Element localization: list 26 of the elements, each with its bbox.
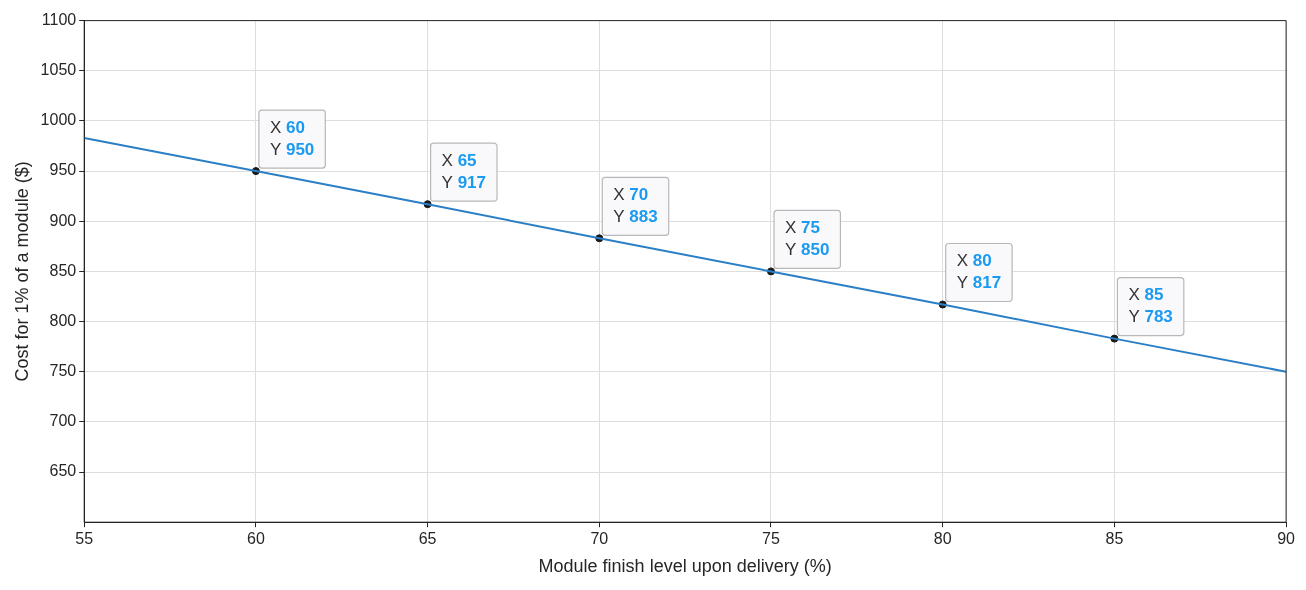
annotation: X 60 Y 950 xyxy=(269,117,315,159)
y-axis-title: Cost for 1% of a module ($) xyxy=(11,161,32,382)
x-axis-title: Module finish level upon delivery (%) xyxy=(538,556,832,577)
y-tick-label: 1100 xyxy=(41,11,77,29)
y-tick-label: 650 xyxy=(49,462,77,480)
y-tick-label: 800 xyxy=(49,311,77,329)
y-tick-label: 850 xyxy=(49,261,77,279)
annotation: X 80 Y 817 xyxy=(956,251,1002,293)
y-tick-label: 900 xyxy=(49,211,77,229)
y-tick-label: 1050 xyxy=(40,61,77,79)
x-tick-label: 85 xyxy=(1105,530,1124,548)
x-tick-label: 90 xyxy=(1277,530,1296,548)
annotation: X 75 Y 850 xyxy=(785,218,830,260)
x-tick-label: 55 xyxy=(75,530,94,548)
y-tick-label: 750 xyxy=(49,362,77,380)
x-tick-label: 60 xyxy=(247,530,265,548)
annotation: X 85 Y 783 xyxy=(1128,285,1173,327)
y-tick-label: 700 xyxy=(49,412,77,430)
x-tick-label: 65 xyxy=(418,530,437,548)
annotation: X 65 Y 917 xyxy=(441,150,487,192)
x-tick-label: 70 xyxy=(590,530,609,548)
y-tick-label: 950 xyxy=(49,161,77,179)
annotation: X 70 Y 883 xyxy=(613,184,658,226)
y-tick-label: 1000 xyxy=(40,111,77,129)
x-tick-label: 75 xyxy=(762,530,780,548)
x-tick-label: 80 xyxy=(933,530,952,548)
